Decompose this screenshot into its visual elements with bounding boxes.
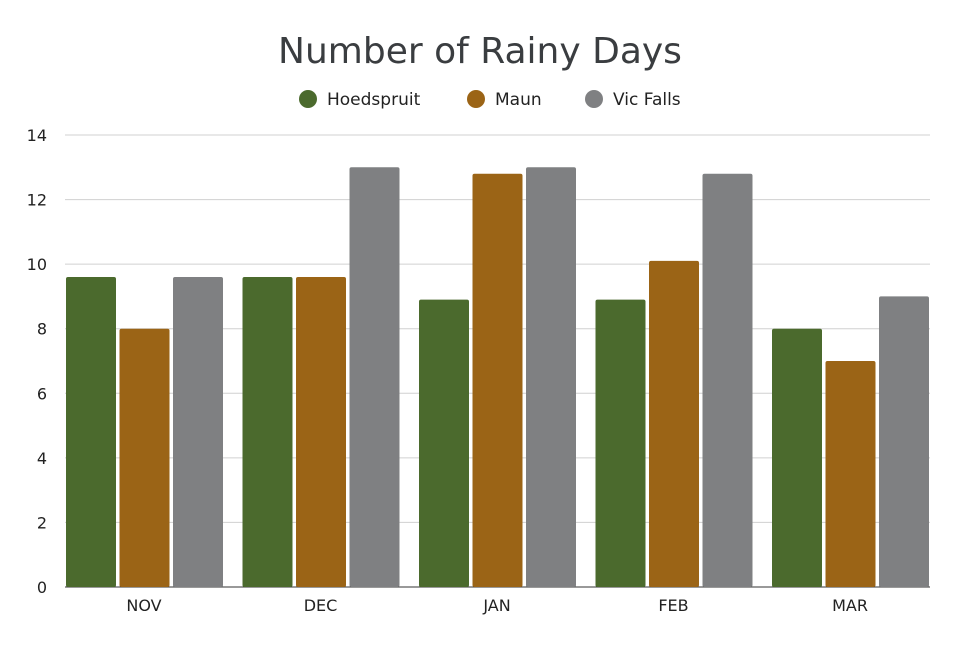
bar-vic-falls-jan (526, 167, 576, 588)
bar-vic-falls-nov (173, 277, 223, 587)
y-tick-label: 6 (37, 384, 47, 403)
bar-maun-nov (119, 328, 170, 587)
bar-hoedspruit-mar (772, 328, 822, 587)
legend-marker-icon (467, 90, 485, 108)
y-axis-ticks: 0 2 4 6 8 10 12 14 (27, 126, 47, 597)
y-tick-label: 4 (37, 449, 47, 468)
y-tick-label: 2 (37, 513, 47, 532)
legend-label: Hoedspruit (327, 90, 421, 110)
legend-item: Hoedspruit (299, 90, 421, 110)
legend-marker-icon (585, 90, 603, 108)
chart-title: Number of Rainy Days (278, 31, 682, 72)
bar-hoedspruit-nov (66, 277, 116, 587)
bar-maun-feb (649, 260, 699, 587)
legend-item: Maun (467, 90, 542, 110)
bar-maun-mar (825, 361, 876, 587)
bar-vic-falls-mar (879, 296, 929, 587)
bars (66, 167, 929, 588)
legend: Hoedspruit Maun Vic Falls (299, 90, 681, 110)
bar-hoedspruit-jan (419, 299, 469, 587)
x-tick-label: MAR (832, 596, 868, 615)
legend-item: Vic Falls (585, 90, 681, 110)
y-tick-label: 12 (27, 191, 47, 210)
x-tick-label: FEB (658, 596, 688, 615)
y-tick-label: 0 (37, 578, 47, 597)
bar-vic-falls-dec (349, 167, 400, 588)
bar-maun-jan (472, 173, 523, 587)
bar-maun-dec (296, 277, 346, 587)
y-tick-label: 8 (37, 320, 47, 339)
x-tick-label: JAN (482, 596, 510, 615)
legend-marker-icon (299, 90, 317, 108)
x-tick-label: NOV (126, 596, 161, 615)
legend-label: Maun (495, 90, 542, 110)
legend-label: Vic Falls (613, 90, 681, 110)
bar-vic-falls-feb (702, 173, 753, 587)
x-tick-label: DEC (304, 596, 338, 615)
y-tick-label: 14 (27, 126, 47, 145)
bar-hoedspruit-feb (595, 299, 646, 587)
y-tick-label: 10 (27, 255, 47, 274)
bar-hoedspruit-dec (242, 277, 293, 587)
x-axis-ticks: NOV DEC JAN FEB MAR (126, 596, 868, 615)
